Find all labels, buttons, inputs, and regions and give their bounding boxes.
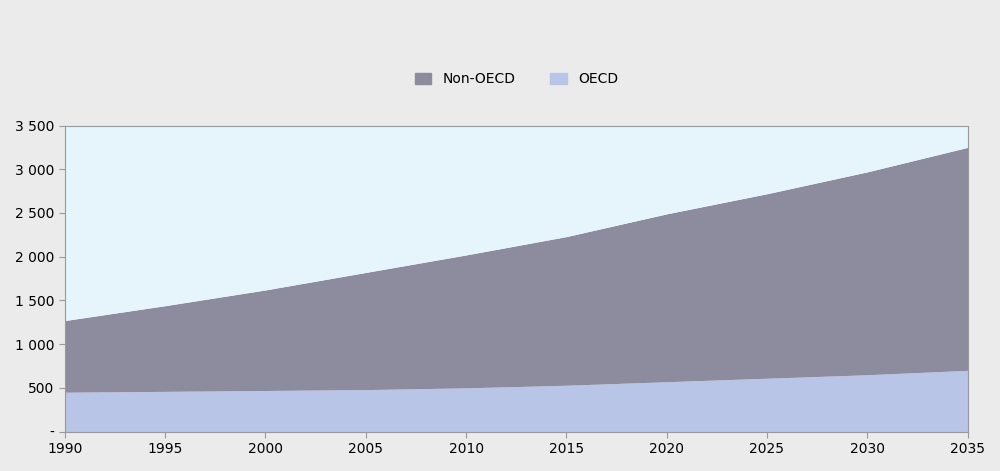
Legend: Non-OECD, OECD: Non-OECD, OECD xyxy=(408,65,625,93)
